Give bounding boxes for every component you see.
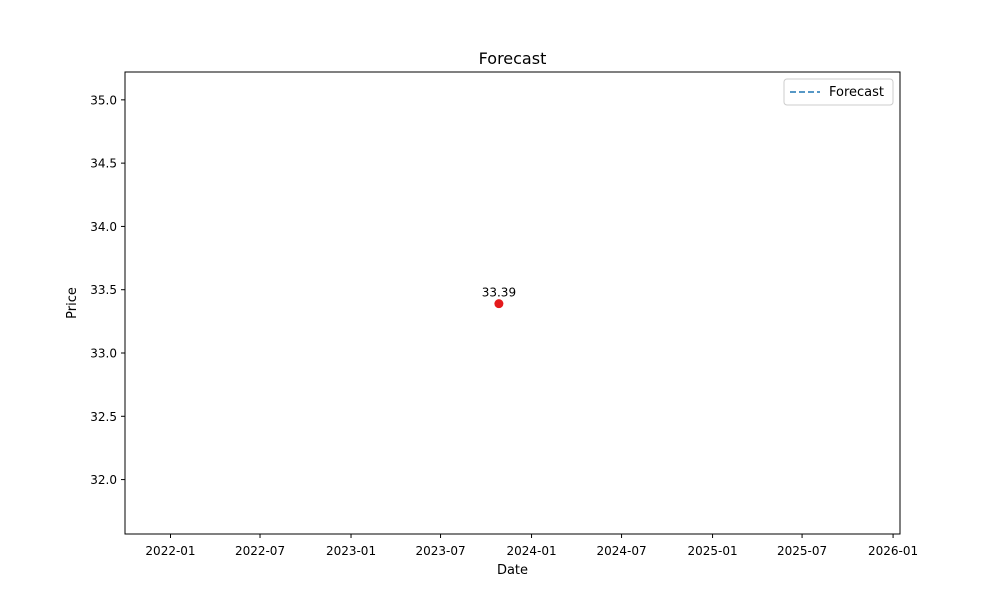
x-tick-label: 2024-01 <box>506 544 556 558</box>
x-axis-ticks: 2022-01 2022-07 2023-01 2023-07 2024-01 2024-… <box>145 534 918 558</box>
x-tick-label: 2024-07 <box>596 544 646 558</box>
y-tick-label: 34.0 <box>90 220 117 234</box>
y-tick-label: 32.0 <box>90 473 117 487</box>
y-tick-label: 32.5 <box>90 410 117 424</box>
x-tick-label: 2022-07 <box>235 544 285 558</box>
y-tick-label: 33.0 <box>90 346 117 360</box>
x-tick-label: 2025-07 <box>777 544 827 558</box>
x-tick-label: 2026-01 <box>868 544 918 558</box>
forecast-point-label: 33.39 <box>482 286 516 300</box>
x-axis-label: Date <box>497 563 528 578</box>
x-tick-label: 2023-01 <box>326 544 376 558</box>
legend-forecast-label: Forecast <box>829 85 884 100</box>
x-tick-label: 2023-07 <box>415 544 465 558</box>
y-tick-label: 35.0 <box>90 93 117 107</box>
data-marks: 33.39 <box>482 286 516 309</box>
legend-box <box>783 78 894 106</box>
y-tick-label: 34.5 <box>90 157 117 171</box>
plot-frame <box>124 71 901 535</box>
x-tick-label: 2025-01 <box>687 544 737 558</box>
x-tick-label: 2022-01 <box>145 544 195 558</box>
chart-title: Forecast <box>479 49 547 68</box>
y-tick-label: 33.5 <box>90 283 117 297</box>
y-axis-label: Price <box>65 287 80 319</box>
y-axis-ticks: 32.0 32.5 33.0 33.5 34.0 34.5 35.0 <box>90 93 125 487</box>
forecast-point <box>494 299 504 309</box>
legend: Forecast <box>783 78 894 106</box>
